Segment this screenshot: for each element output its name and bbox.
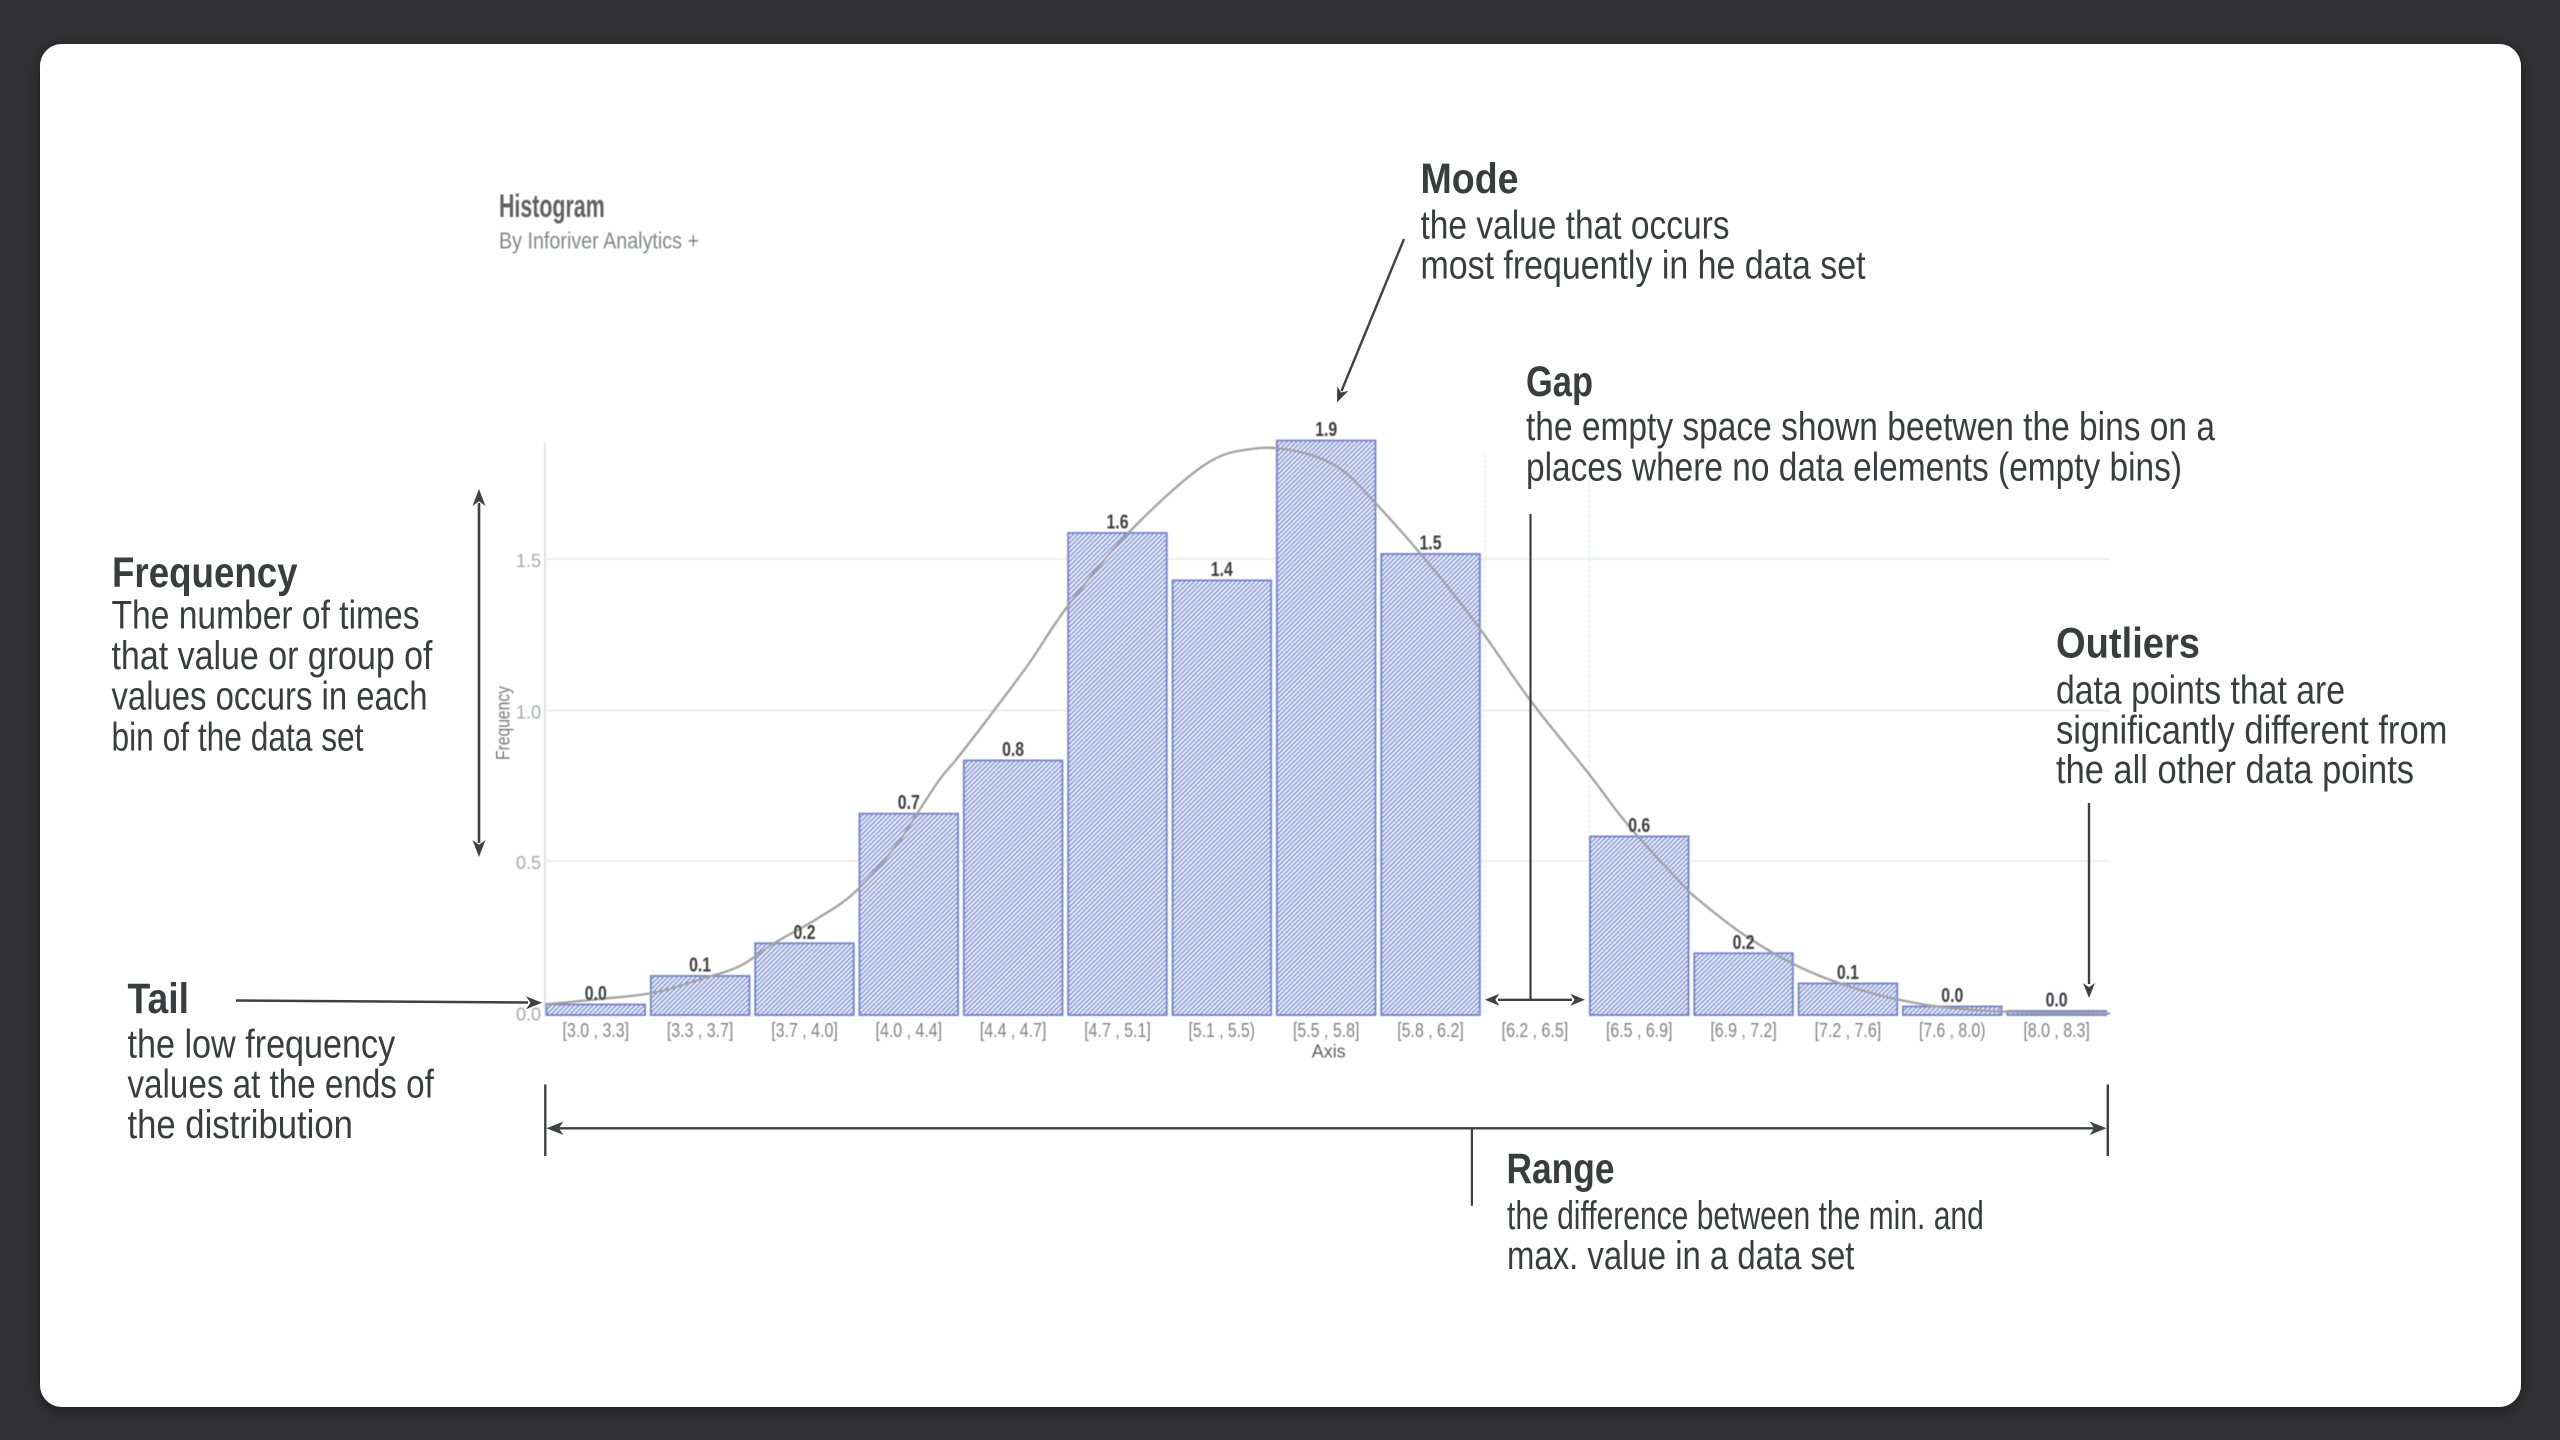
svg-text:1.9: 1.9 — [1315, 419, 1337, 441]
svg-text:0.0: 0.0 — [516, 1005, 541, 1025]
svg-text:max. value in a data set: max. value in a data set — [1507, 1234, 1854, 1278]
svg-text:1.0: 1.0 — [516, 703, 541, 723]
svg-text:1.5: 1.5 — [516, 551, 541, 571]
svg-text:[5.1 , 5.5): [5.1 , 5.5) — [1189, 1020, 1256, 1042]
svg-text:[6.5 , 6.9]: [6.5 , 6.9] — [1606, 1020, 1673, 1042]
svg-text:[7.2 , 7.6]: [7.2 , 7.6] — [1815, 1020, 1882, 1042]
svg-text:[4.4 , 4.7]: [4.4 , 4.7] — [980, 1020, 1047, 1042]
svg-text:0.1: 0.1 — [689, 955, 711, 977]
svg-text:The number of times: The number of times — [112, 593, 420, 637]
svg-text:1.6: 1.6 — [1107, 512, 1129, 534]
svg-text:Gap: Gap — [1526, 359, 1593, 406]
svg-text:Frequency: Frequency — [493, 686, 515, 760]
svg-text:values occurs in each: values occurs in each — [112, 675, 428, 719]
svg-text:0.0: 0.0 — [1941, 985, 1963, 1007]
svg-text:[3.7 , 4.0]: [3.7 , 4.0] — [771, 1020, 838, 1042]
svg-text:the all other data points: the all other data points — [2056, 748, 2414, 792]
svg-text:By Inforiver Analytics +: By Inforiver Analytics + — [499, 227, 699, 253]
svg-text:1.5: 1.5 — [1420, 533, 1442, 555]
svg-text:0.2: 0.2 — [1733, 932, 1755, 954]
svg-text:data points that are: data points that are — [2056, 668, 2345, 712]
svg-text:the value that occurs: the value that occurs — [1421, 204, 1730, 248]
svg-text:the empty space shown beetwen: the empty space shown beetwen the bins o… — [1526, 405, 2215, 449]
svg-text:places where no data elements: places where no data elements (empty bin… — [1526, 446, 2182, 490]
svg-text:[7.6 , 8.0): [7.6 , 8.0) — [1919, 1020, 1986, 1042]
svg-text:bin of the data set: bin of the data set — [112, 715, 364, 759]
svg-text:Tail: Tail — [128, 976, 190, 1023]
svg-text:0.0: 0.0 — [2046, 990, 2068, 1012]
svg-text:values at the ends of: values at the ends of — [128, 1063, 435, 1107]
svg-text:[8.0 , 8.3]: [8.0 , 8.3] — [2023, 1020, 2090, 1042]
svg-text:1.4: 1.4 — [1211, 559, 1234, 581]
svg-text:the distribution: the distribution — [128, 1103, 353, 1147]
svg-text:Frequency: Frequency — [112, 550, 298, 597]
svg-text:most frequently in he data set: most frequently in he data set — [1421, 244, 1866, 288]
svg-text:[5.5 , 5.8]: [5.5 , 5.8] — [1293, 1020, 1360, 1042]
svg-text:the low frequency: the low frequency — [128, 1023, 396, 1067]
svg-text:the difference between the min: the difference between the min. and — [1507, 1194, 1984, 1238]
svg-text:[3.0 , 3.3]: [3.0 , 3.3] — [563, 1020, 630, 1042]
svg-text:[4.0 , 4.4]: [4.0 , 4.4] — [876, 1020, 943, 1042]
svg-text:Mode: Mode — [1421, 156, 1519, 203]
svg-text:0.2: 0.2 — [794, 922, 816, 944]
svg-text:0.0: 0.0 — [585, 983, 607, 1005]
svg-text:0.7: 0.7 — [898, 792, 920, 814]
svg-text:0.1: 0.1 — [1837, 962, 1859, 984]
svg-text:0.8: 0.8 — [1002, 739, 1024, 761]
svg-text:[5.8 , 6.2]: [5.8 , 6.2] — [1397, 1020, 1464, 1042]
svg-text:that value or group of: that value or group of — [112, 634, 434, 678]
svg-text:Histogram: Histogram — [499, 188, 605, 224]
svg-text:0.6: 0.6 — [1628, 815, 1650, 837]
svg-text:[3.3 , 3.7]: [3.3 , 3.7] — [667, 1020, 734, 1042]
svg-text:Axis: Axis — [1312, 1041, 1346, 1062]
svg-text:Outliers: Outliers — [2056, 621, 2200, 668]
svg-text:[6.9 , 7.2]: [6.9 , 7.2] — [1710, 1020, 1777, 1042]
svg-text:[4.7 , 5.1]: [4.7 , 5.1] — [1084, 1020, 1151, 1042]
svg-text:significantly different from: significantly different from — [2056, 709, 2448, 753]
svg-text:[6.2 , 6.5]: [6.2 , 6.5] — [1502, 1020, 1569, 1042]
svg-text:0.5: 0.5 — [516, 853, 541, 873]
svg-text:Range: Range — [1507, 1146, 1615, 1193]
